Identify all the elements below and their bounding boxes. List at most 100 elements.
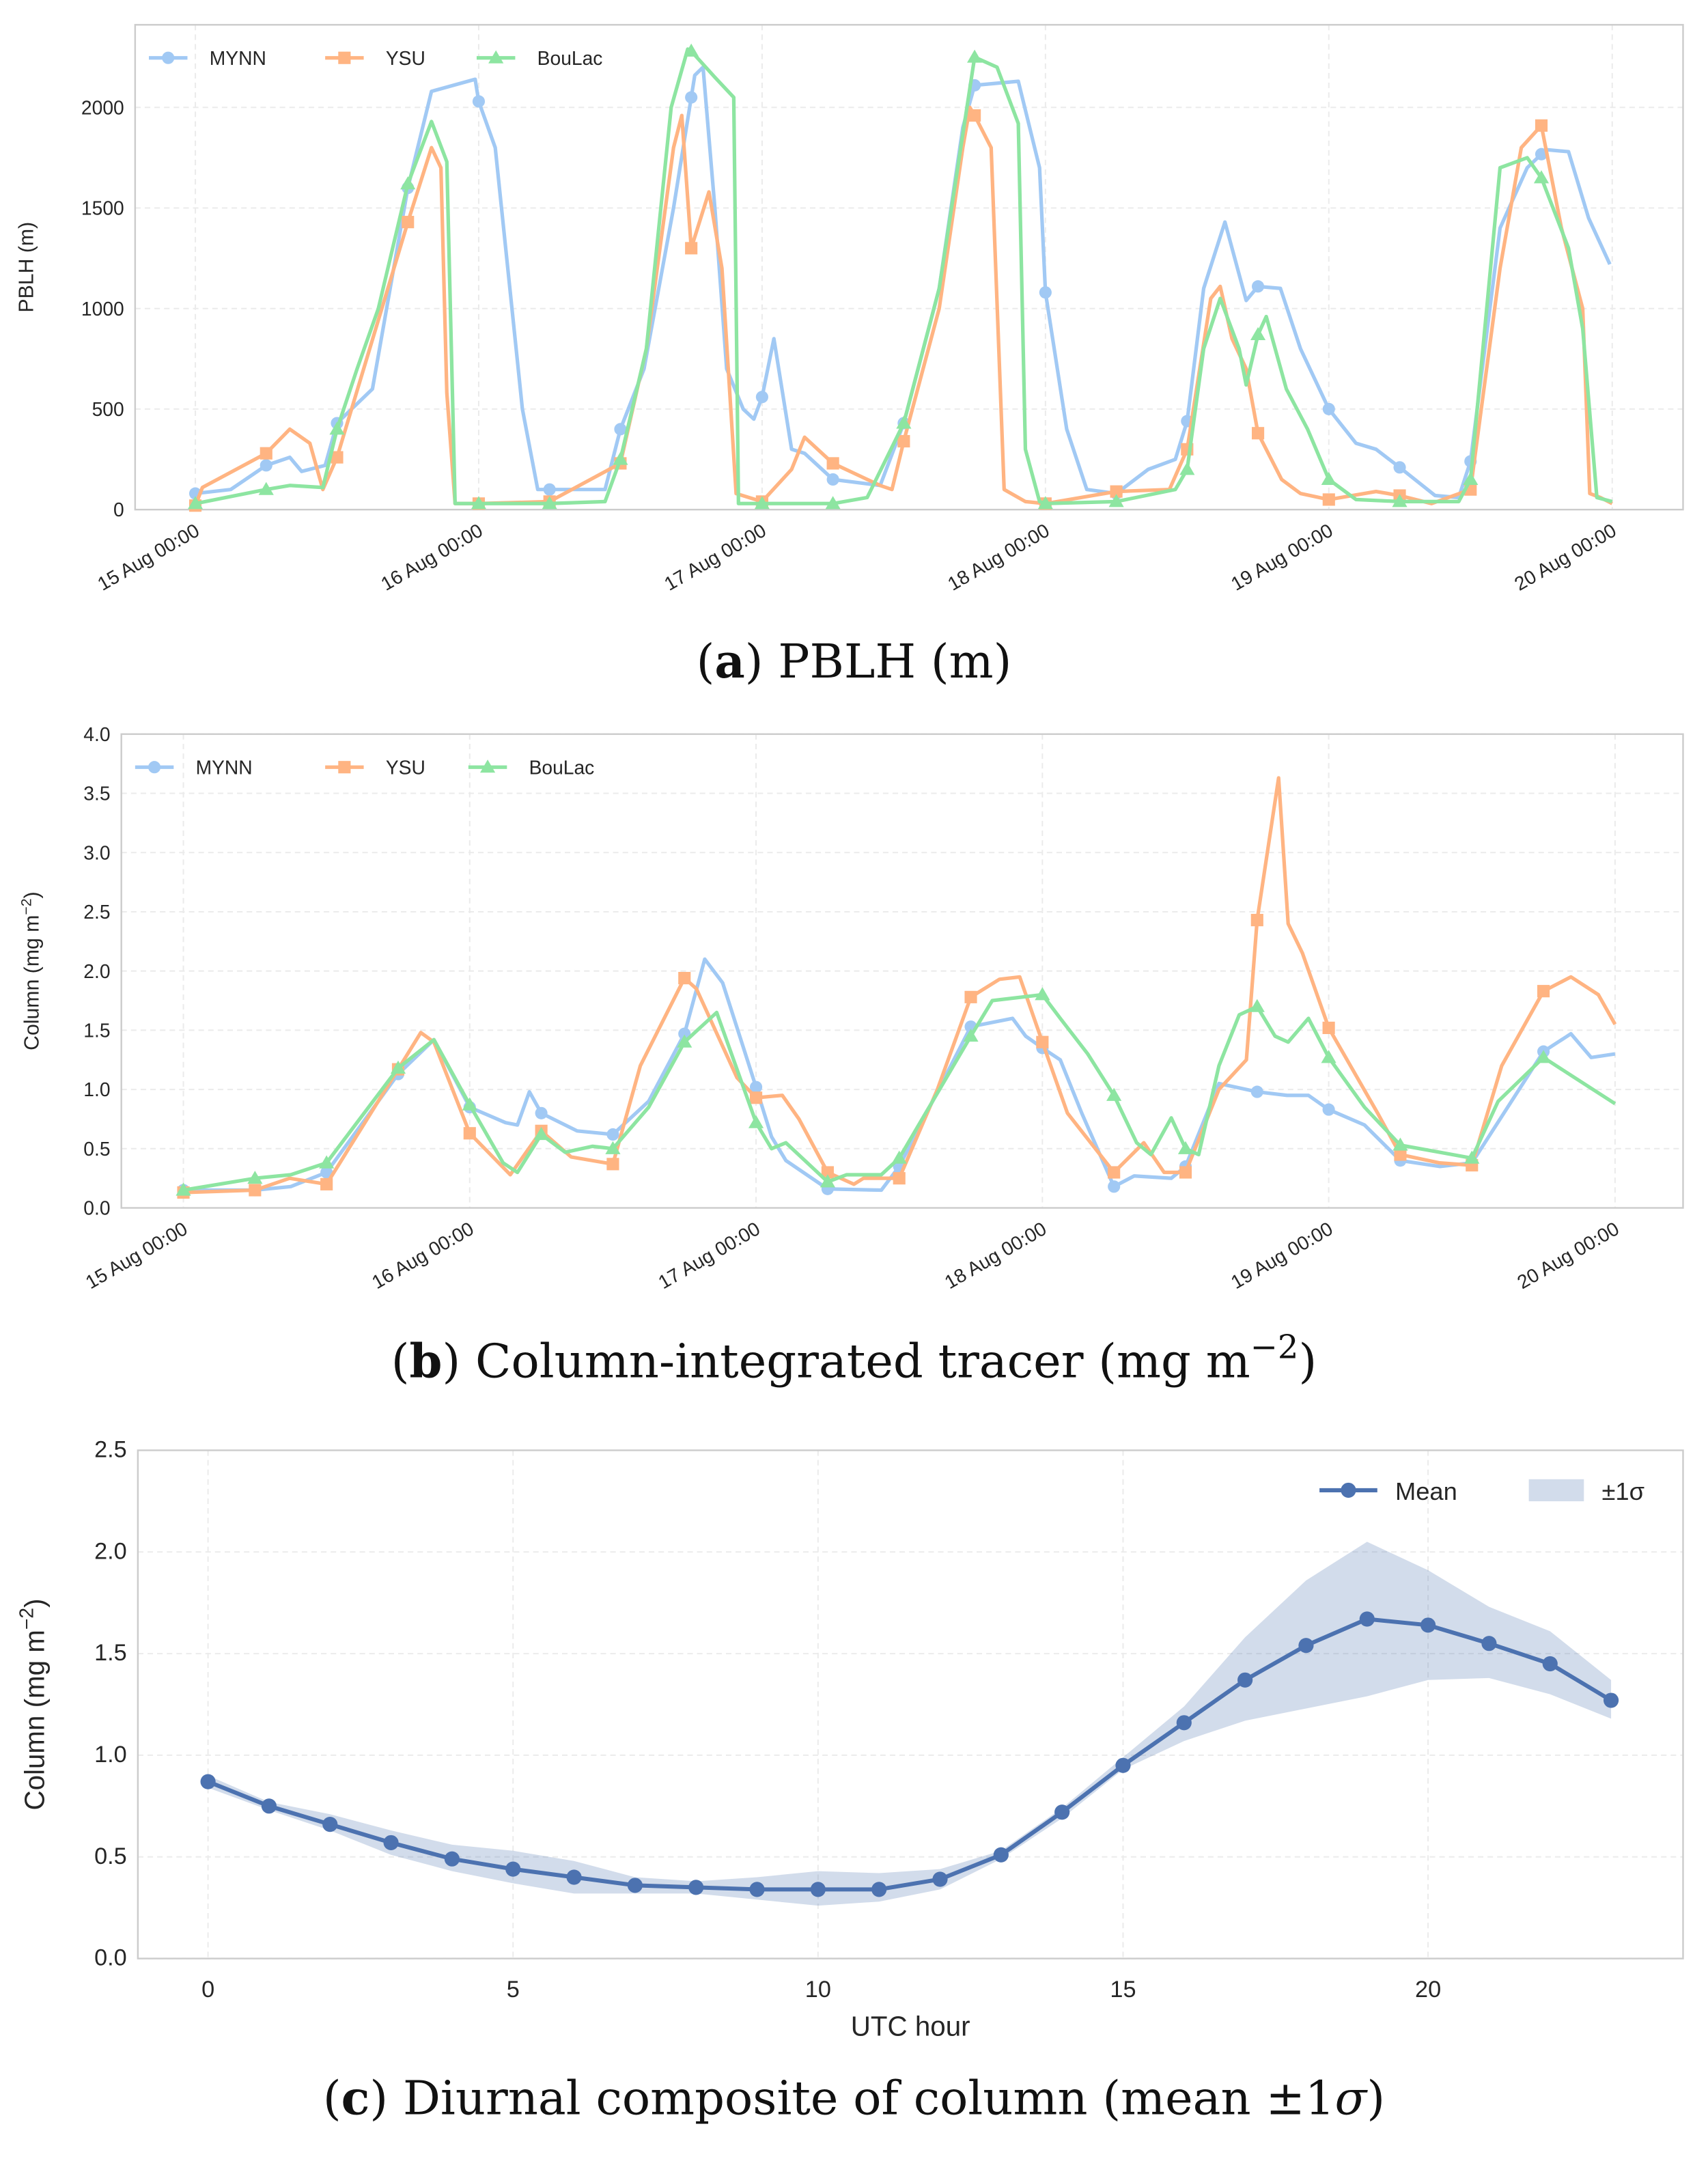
data-point-boulac — [187, 496, 204, 510]
data-point-boulac — [1106, 1087, 1122, 1101]
legend-label-boulac: BouLac — [529, 756, 595, 778]
legend-marker-boulac — [488, 50, 504, 64]
data-point-boulac — [247, 1171, 263, 1184]
x-tick-label: 15 Aug 00:00 — [94, 519, 203, 595]
data-point-boulac — [1533, 170, 1550, 184]
data-point-boulac — [820, 1174, 835, 1188]
caption-letter: c — [341, 2071, 370, 2125]
caption-paren: ) — [442, 1335, 475, 1389]
panel-caption: (a) PBLH (m) — [697, 635, 1012, 689]
legend-swatch-band — [1528, 1479, 1584, 1502]
mean-data-point — [505, 1861, 521, 1877]
y-axis-label: PBLH (m) — [16, 222, 38, 313]
y-tick-label: 0.0 — [83, 1197, 110, 1219]
mean-data-point — [993, 1847, 1009, 1863]
data-point-boulac — [471, 496, 487, 510]
caption-paren: ) — [745, 635, 779, 689]
data-point-boulac — [400, 176, 416, 190]
mean-data-point — [1481, 1636, 1497, 1651]
series-line-mynn — [195, 65, 1612, 500]
mean-data-point — [749, 1882, 765, 1897]
data-point-ysu — [685, 242, 698, 255]
x-tick-label: 20 Aug 00:00 — [1513, 1217, 1623, 1293]
chart-panel-c: 0.0 0.5 1.0 1.5 2.0 2.5 0 5 10 15 20 Column (mg m−2… — [16, 1437, 1684, 2125]
legend-label-band: ±1σ — [1601, 1477, 1644, 1505]
data-point-boulac — [1249, 999, 1265, 1012]
y-tick-label: 500 — [92, 398, 124, 420]
data-point-ysu — [1535, 119, 1548, 132]
data-point-mynn — [543, 483, 556, 496]
legend-label-ysu: YSU — [386, 47, 425, 69]
y-tick-label: 0 — [113, 499, 124, 520]
data-point-mynn — [260, 459, 272, 472]
series-boulac — [176, 987, 1616, 1196]
mean-data-point — [1115, 1757, 1131, 1773]
data-point-mynn — [1393, 461, 1406, 474]
caption-paren: ( — [697, 635, 715, 689]
chart-panel-b: 0.0 0.5 1.0 1.5 2.0 2.5 3.0 3.5 4.0 15 Aug 00:00 1… — [18, 723, 1684, 1389]
plot-area — [137, 1450, 1683, 1959]
data-point-mynn — [472, 95, 486, 108]
data-point-boulac — [967, 49, 983, 63]
data-point-boulac — [1037, 496, 1053, 510]
data-point-ysu — [678, 972, 691, 985]
data-point-ysu — [893, 1172, 906, 1185]
legend: Mean ±1σ — [1319, 1477, 1644, 1505]
x-tick-label: 18 Aug 00:00 — [940, 1217, 1050, 1293]
caption-letter: a — [714, 635, 744, 689]
data-point-ysu — [750, 1091, 763, 1104]
y-axis-label: Column (mg m−2) — [18, 891, 44, 1050]
mean-data-point — [1237, 1672, 1253, 1688]
x-tick-label: 5 — [507, 1977, 520, 2003]
y-tick-label: 4.0 — [83, 723, 110, 745]
x-tick-label: 16 Aug 00:00 — [368, 1217, 477, 1293]
data-point-boulac — [1463, 471, 1479, 486]
data-point-boulac — [963, 1028, 979, 1042]
data-point-boulac — [677, 1034, 692, 1048]
y-tick-label: 1000 — [81, 298, 124, 320]
caption-paren: ( — [323, 2071, 341, 2125]
x-axis-label: UTC hour — [851, 2010, 970, 2041]
series-boulac — [187, 43, 1613, 510]
legend-label-mean: Mean — [1395, 1477, 1457, 1505]
data-point-ysu — [606, 1158, 619, 1171]
y-axis-label-text: Column (mg m — [19, 1630, 51, 1810]
data-point-ysu — [821, 1166, 834, 1179]
y-axis-label: Column (mg m−2) — [16, 1598, 51, 1810]
y-axis-label-text: Column (mg m — [21, 915, 44, 1050]
x-tick-label: 17 Aug 00:00 — [660, 519, 770, 595]
y-tick-label: 1.0 — [94, 1742, 127, 1768]
mean-data-point — [1603, 1692, 1619, 1708]
data-point-ysu — [463, 1127, 476, 1140]
data-point-boulac — [1392, 1137, 1408, 1151]
x-tick-label: 19 Aug 00:00 — [1227, 519, 1336, 595]
data-point-mynn — [614, 423, 627, 436]
legend-marker-ysu — [338, 761, 351, 774]
data-point-boulac — [825, 496, 841, 510]
panel-caption-sup: −2 — [1250, 1328, 1299, 1367]
data-point-ysu — [964, 990, 977, 1003]
data-point-ysu — [1036, 1035, 1049, 1048]
caption-sigma: σ — [1335, 2071, 1369, 2125]
plot-frame — [137, 1449, 1684, 1960]
panel-caption: (c) Diurnal composite of column (mean ±1… — [323, 2071, 1385, 2125]
mean-data-point — [1420, 1617, 1436, 1633]
data-point-mynn — [755, 391, 768, 404]
data-point-boulac — [176, 1182, 191, 1196]
data-point-mynn — [1039, 286, 1052, 299]
data-point-mynn — [826, 473, 839, 486]
data-point-mynn — [1108, 1180, 1121, 1193]
y-tick-label: 2.5 — [83, 901, 110, 923]
data-point-mynn — [1250, 1085, 1263, 1098]
x-tick-label: 0 — [201, 1977, 214, 2003]
std-band — [208, 1542, 1612, 1906]
y-axis-label-sup: −2 — [16, 1608, 38, 1630]
data-point-boulac — [1321, 471, 1336, 486]
mean-data-point — [200, 1774, 216, 1789]
data-point-boulac — [605, 1141, 621, 1154]
mean-line — [207, 1617, 1612, 1892]
data-point-ysu — [1250, 914, 1263, 927]
mean-data-point — [383, 1835, 399, 1850]
x-tick-label: 16 Aug 00:00 — [377, 519, 486, 595]
